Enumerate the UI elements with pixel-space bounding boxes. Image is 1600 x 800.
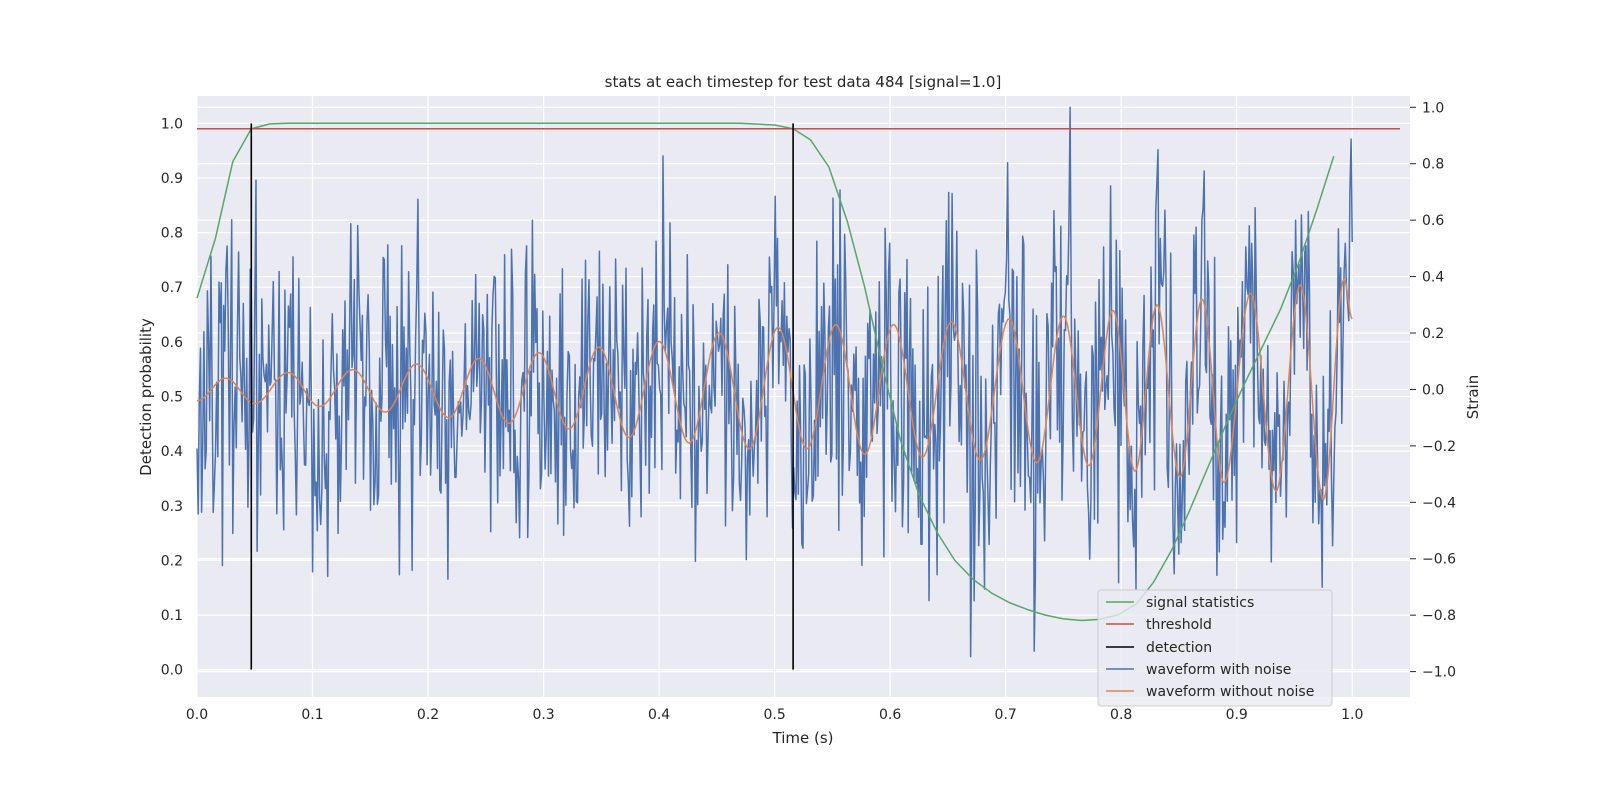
- y2-tick-label: 1.0: [1422, 100, 1444, 116]
- y2-tick-label: 0.0: [1422, 382, 1444, 398]
- x-tick-label: 0.3: [532, 707, 554, 723]
- y-tick-label: 0.8: [161, 226, 183, 242]
- y-tick-label: 0.6: [161, 335, 183, 351]
- legend-label-waveform-without-noise: waveform without noise: [1146, 684, 1314, 700]
- series-signal-statistics: [196, 122, 1335, 622]
- y2-tick-label: −0.8: [1422, 608, 1456, 624]
- y-axis-left: 0.0 0.1 0.2 0.3 0.4 0.5 0.6 0.7 0.8 0.9 1.0: [161, 116, 183, 678]
- y-axis-right: −1.0 −0.8 −0.6 −0.4 −0.2 0.0 0.2 0.4 0.6 0.8 1.0: [1410, 100, 1456, 681]
- legend-label-waveform-with-noise: waveform with noise: [1146, 662, 1291, 678]
- legend-label-signal-statistics: signal statistics: [1146, 595, 1254, 611]
- series-detection: [250, 123, 794, 670]
- x-tick-label: 0.6: [879, 707, 901, 723]
- y-tick-label: 0.1: [161, 608, 183, 624]
- x-tick-label: 0.1: [301, 707, 323, 723]
- y-axis-label-right: Strain: [1464, 375, 1482, 419]
- y-tick-label: 0.4: [161, 444, 183, 460]
- series-waveform-without-noise: [196, 278, 1353, 501]
- x-tick-label: 0.8: [1110, 707, 1132, 723]
- y2-tick-label: −0.4: [1422, 495, 1456, 511]
- y-tick-label: 0.2: [161, 553, 183, 569]
- x-tick-label: 0.5: [763, 707, 785, 723]
- x-tick-label: 0.7: [995, 707, 1017, 723]
- x-axis: 0.0 0.1 0.2 0.3 0.4 0.5 0.6 0.7 0.8 0.9 1.0: [186, 707, 1364, 723]
- y-tick-label: 0.0: [161, 663, 183, 679]
- x-axis-label: Time (s): [772, 729, 834, 747]
- y2-tick-label: 0.4: [1422, 270, 1444, 286]
- y2-tick-label: −1.0: [1422, 665, 1456, 681]
- y-tick-label: 1.0: [161, 116, 183, 132]
- y-tick-label: 0.3: [161, 499, 183, 515]
- x-tick-label: 1.0: [1341, 707, 1363, 723]
- legend-box: [1097, 589, 1333, 707]
- y-tick-label: 0.9: [161, 171, 183, 187]
- y2-tick-label: 0.8: [1422, 157, 1444, 173]
- series-waveform-with-noise: [196, 106, 1353, 658]
- y2-tick-label: −0.2: [1422, 439, 1456, 455]
- series-layer: [196, 106, 1400, 670]
- y2-tick-label: 0.2: [1422, 326, 1444, 342]
- x-tick-label: 0.2: [417, 707, 439, 723]
- x-tick-label: 0.4: [648, 707, 670, 723]
- y-tick-label: 0.7: [161, 280, 183, 296]
- y-axis-label-left: Detection probability: [137, 318, 155, 476]
- legend-label-detection: detection: [1146, 640, 1212, 656]
- legend: signal statistics threshold detection wa…: [1097, 589, 1333, 707]
- x-tick-label: 0.0: [186, 707, 208, 723]
- x-tick-label: 0.9: [1226, 707, 1248, 723]
- legend-label-threshold: threshold: [1146, 617, 1212, 633]
- chart-title: stats at each timestep for test data 484…: [605, 73, 1002, 91]
- y2-tick-label: −0.6: [1422, 552, 1456, 568]
- y-tick-label: 0.5: [161, 390, 183, 406]
- y2-tick-label: 0.6: [1422, 213, 1444, 229]
